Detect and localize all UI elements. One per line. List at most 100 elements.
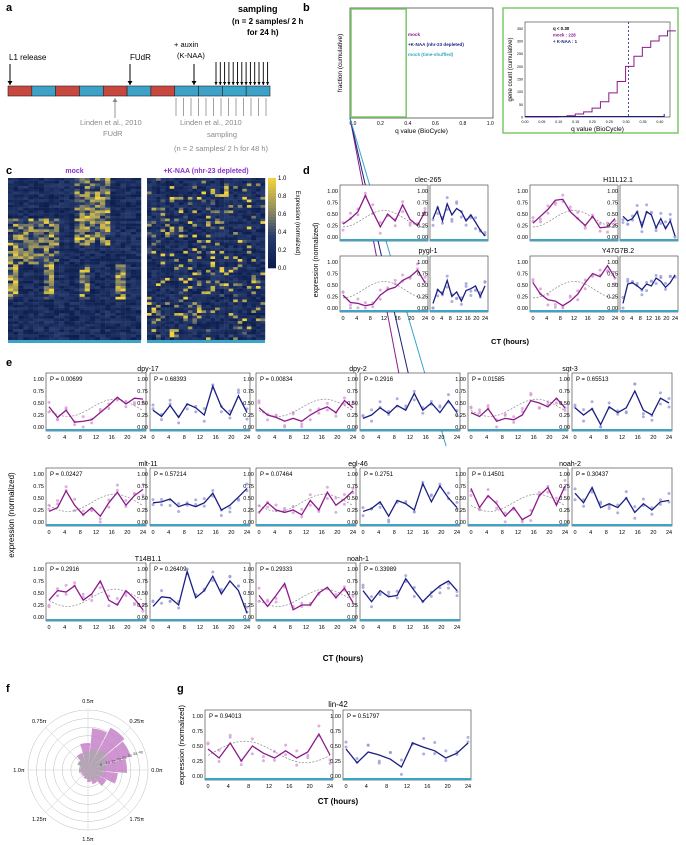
data-point — [177, 502, 181, 506]
c-knaa-heatmap-cell — [251, 196, 257, 200]
c-knaa-heatmap-cell — [160, 210, 166, 214]
xtick: 24 — [666, 435, 672, 441]
c-knaa-heatmap-cell — [210, 223, 216, 227]
sampling-arrowhead — [235, 82, 240, 85]
c-mock-heatmap-cell — [43, 245, 50, 249]
data-point — [56, 502, 60, 506]
ytick: 0.00 — [243, 615, 254, 621]
c-mock-heatmap-cell — [135, 221, 142, 225]
c-knaa-heatmap-cell — [151, 313, 157, 316]
c-mock-heatmap-cell — [115, 229, 121, 233]
c-knaa-heatmap-cell — [151, 221, 157, 225]
plot-frame — [571, 467, 673, 527]
c-knaa-heatmap-cell — [215, 315, 220, 319]
p-value: P = 0.2751 — [364, 472, 394, 478]
c-mock-heatmap-cell — [59, 186, 65, 189]
c-mock-heatmap-cell — [100, 226, 106, 230]
c-knaa-heatmap-cell — [151, 180, 157, 184]
c-mock-heatmap-cell — [33, 223, 39, 227]
f-radial-tick: 35 — [133, 751, 138, 756]
c-knaa-heatmap-cell — [228, 280, 234, 284]
c-knaa-heatmap-cell — [178, 256, 184, 260]
c-knaa-heatmap-cell — [178, 253, 184, 257]
c-mock-heatmap-cell — [64, 264, 70, 268]
c-mock-heatmap-cell — [48, 215, 55, 219]
c-knaa-heatmap-cell — [255, 223, 261, 227]
c-mock-heatmap-cell — [74, 302, 80, 306]
c-knaa-heatmap-cell — [242, 261, 248, 265]
c-knaa-heatmap-cell — [196, 307, 202, 311]
c-knaa-heatmap-cell — [165, 221, 170, 225]
f-knaa-bar — [82, 752, 90, 770]
c-knaa-heatmap-cell — [246, 329, 252, 333]
c-knaa-heatmap-cell — [178, 226, 184, 230]
c-knaa-heatmap-cell — [178, 261, 184, 265]
c-knaa-heatmap-cell — [196, 310, 202, 314]
c-knaa-heatmap-cell — [160, 240, 166, 243]
data-point — [464, 284, 468, 288]
c-mock-heatmap-cell — [18, 240, 24, 243]
c-knaa-heatmap-cell — [165, 253, 170, 257]
c-mock-heatmap-cell — [115, 256, 121, 260]
c-mock-heatmap-cell — [33, 329, 39, 333]
c-mock-heatmap-cell — [89, 183, 96, 187]
data-point — [257, 399, 261, 403]
c-mock-heatmap-cell — [23, 264, 29, 268]
c-knaa-heatmap-cell — [192, 337, 198, 341]
c-mock-heatmap-cell — [54, 237, 60, 241]
c-knaa-heatmap-cell — [215, 226, 220, 230]
c-knaa-heatmap-cell — [196, 331, 202, 335]
data-point — [591, 274, 595, 278]
c-knaa-heatmap-cell — [178, 215, 184, 219]
data-point — [81, 425, 85, 429]
c-mock-heatmap-cell — [64, 223, 70, 227]
c-mock-heatmap-cell — [48, 272, 55, 276]
c-mock-heatmap-cell — [84, 288, 91, 292]
c-knaa-heatmap-cell — [169, 307, 175, 311]
c-mock-heatmap-cell — [120, 302, 126, 306]
c-mock-heatmap-cell — [8, 223, 14, 227]
c-mock-heatmap-cell — [43, 196, 50, 200]
c-knaa-heatmap-cell — [156, 215, 161, 219]
b-left-xtick: 0.8 — [459, 121, 466, 127]
c-mock-heatmap-cell — [18, 304, 24, 308]
c-knaa-heatmap-cell — [233, 310, 238, 314]
c-knaa-heatmap-cell — [151, 242, 157, 246]
c-knaa-heatmap-cell — [246, 234, 252, 238]
c-mock-heatmap-cell — [130, 280, 137, 284]
b-right-ytick: 250 — [517, 52, 523, 56]
data-point — [561, 193, 565, 197]
data-point — [606, 221, 610, 225]
c-mock-heatmap-cell — [64, 210, 70, 214]
c-knaa-heatmap-cell — [210, 280, 216, 284]
c-knaa-heatmap-cell — [178, 237, 184, 241]
c-mock-heatmap-cell — [74, 331, 80, 335]
xtick: 24 — [612, 316, 618, 322]
c-mock-heatmap-cell — [125, 313, 131, 316]
c-mock-heatmap-cell — [89, 207, 96, 211]
data-point — [371, 203, 375, 207]
c-mock-heatmap-cell — [135, 259, 142, 262]
l1-release-label: L1 release — [9, 53, 47, 62]
c-knaa-heatmap-cell — [215, 191, 220, 195]
c-knaa-heatmap-cell — [255, 253, 261, 257]
c-knaa-heatmap-cell — [160, 186, 166, 189]
c-mock-heatmap-cell — [43, 218, 50, 222]
c-mock-heatmap-cell — [100, 253, 106, 257]
c-mock-heatmap-cell — [74, 237, 80, 241]
c-mock-heatmap-cell — [8, 237, 14, 241]
c-mock-heatmap-cell — [94, 275, 101, 279]
c-knaa-heatmap-cell — [224, 337, 229, 341]
data-point — [141, 493, 145, 497]
c-knaa-heatmap-cell — [228, 272, 234, 276]
c-knaa-heatmap-cell — [224, 307, 229, 311]
c-mock-heatmap-cell — [18, 331, 24, 335]
data-point — [378, 505, 382, 509]
xtick: 0 — [361, 530, 364, 536]
c-mock-heatmap-cell — [89, 199, 96, 203]
c-mock-heatmap-cell — [13, 188, 19, 192]
c-knaa-heatmap-cell — [147, 313, 152, 316]
c-mock-heatmap-cell — [105, 205, 111, 208]
xtick: 24 — [350, 435, 356, 441]
c-mock-heatmap-cell — [48, 329, 55, 333]
